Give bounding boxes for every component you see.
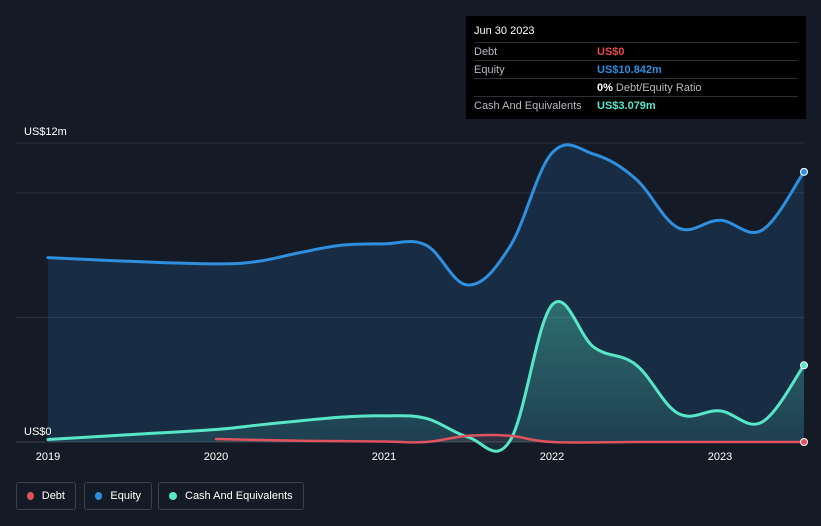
legend-debt-label: Debt bbox=[41, 490, 65, 502]
legend-cash-dot-icon bbox=[169, 492, 177, 500]
legend-equity-label: Equity bbox=[110, 490, 141, 502]
cash-line bbox=[46, 300, 806, 453]
y-axis-bottom-label: US$0 bbox=[24, 426, 52, 438]
tooltip-equity-value: US$10.842m bbox=[597, 63, 662, 76]
equity-line bbox=[46, 143, 806, 287]
debt-line bbox=[214, 433, 806, 444]
x-tick-label: 2023 bbox=[708, 451, 732, 463]
x-tick-label: 2020 bbox=[204, 451, 228, 463]
x-tick-label: 2022 bbox=[540, 451, 564, 463]
tooltip-debt-label: Debt bbox=[474, 45, 498, 58]
tooltip-equity-label: Equity bbox=[474, 63, 505, 76]
tooltip-row-ratio: 0% Debt/Equity Ratio bbox=[474, 78, 798, 96]
legend-equity-dot-icon bbox=[95, 492, 103, 500]
tooltip-date: Jun 30 2023 bbox=[474, 25, 535, 37]
tooltip-row-cash: Cash And Equivalents US$3.079m bbox=[474, 96, 798, 114]
legend-cash-label: Cash And Equivalents bbox=[185, 490, 293, 502]
tooltip-cash-value: US$3.079m bbox=[597, 99, 656, 112]
tooltip-row-equity: Equity US$10.842m bbox=[474, 60, 798, 78]
debt-endpoint bbox=[800, 438, 808, 446]
y-axis-top-label: US$12m bbox=[24, 126, 67, 138]
equity-area bbox=[48, 144, 804, 442]
tooltip-ratio-label: Debt/Equity Ratio bbox=[615, 81, 702, 94]
cash-endpoint bbox=[800, 361, 808, 370]
tooltip-cash-label: Cash And Equivalents bbox=[474, 99, 582, 112]
cash-area bbox=[48, 301, 804, 452]
equity-endpoint bbox=[800, 167, 808, 176]
tooltip-debt-value: US$0 bbox=[597, 45, 625, 58]
legend-equity[interactable]: Equity bbox=[84, 482, 152, 510]
x-tick-label: 2021 bbox=[372, 451, 396, 463]
legend-debt-dot-icon bbox=[27, 492, 34, 500]
x-tick-label: 2019 bbox=[36, 451, 60, 463]
legend-debt[interactable]: Debt bbox=[16, 482, 76, 510]
tooltip-ratio-value: 0% bbox=[597, 81, 613, 94]
tooltip-row-debt: Debt US$0 bbox=[474, 42, 798, 60]
legend-cash[interactable]: Cash And Equivalents bbox=[158, 482, 304, 510]
chart-tooltip: Jun 30 2023 Debt US$0 Equity US$10.842m … bbox=[466, 16, 806, 119]
